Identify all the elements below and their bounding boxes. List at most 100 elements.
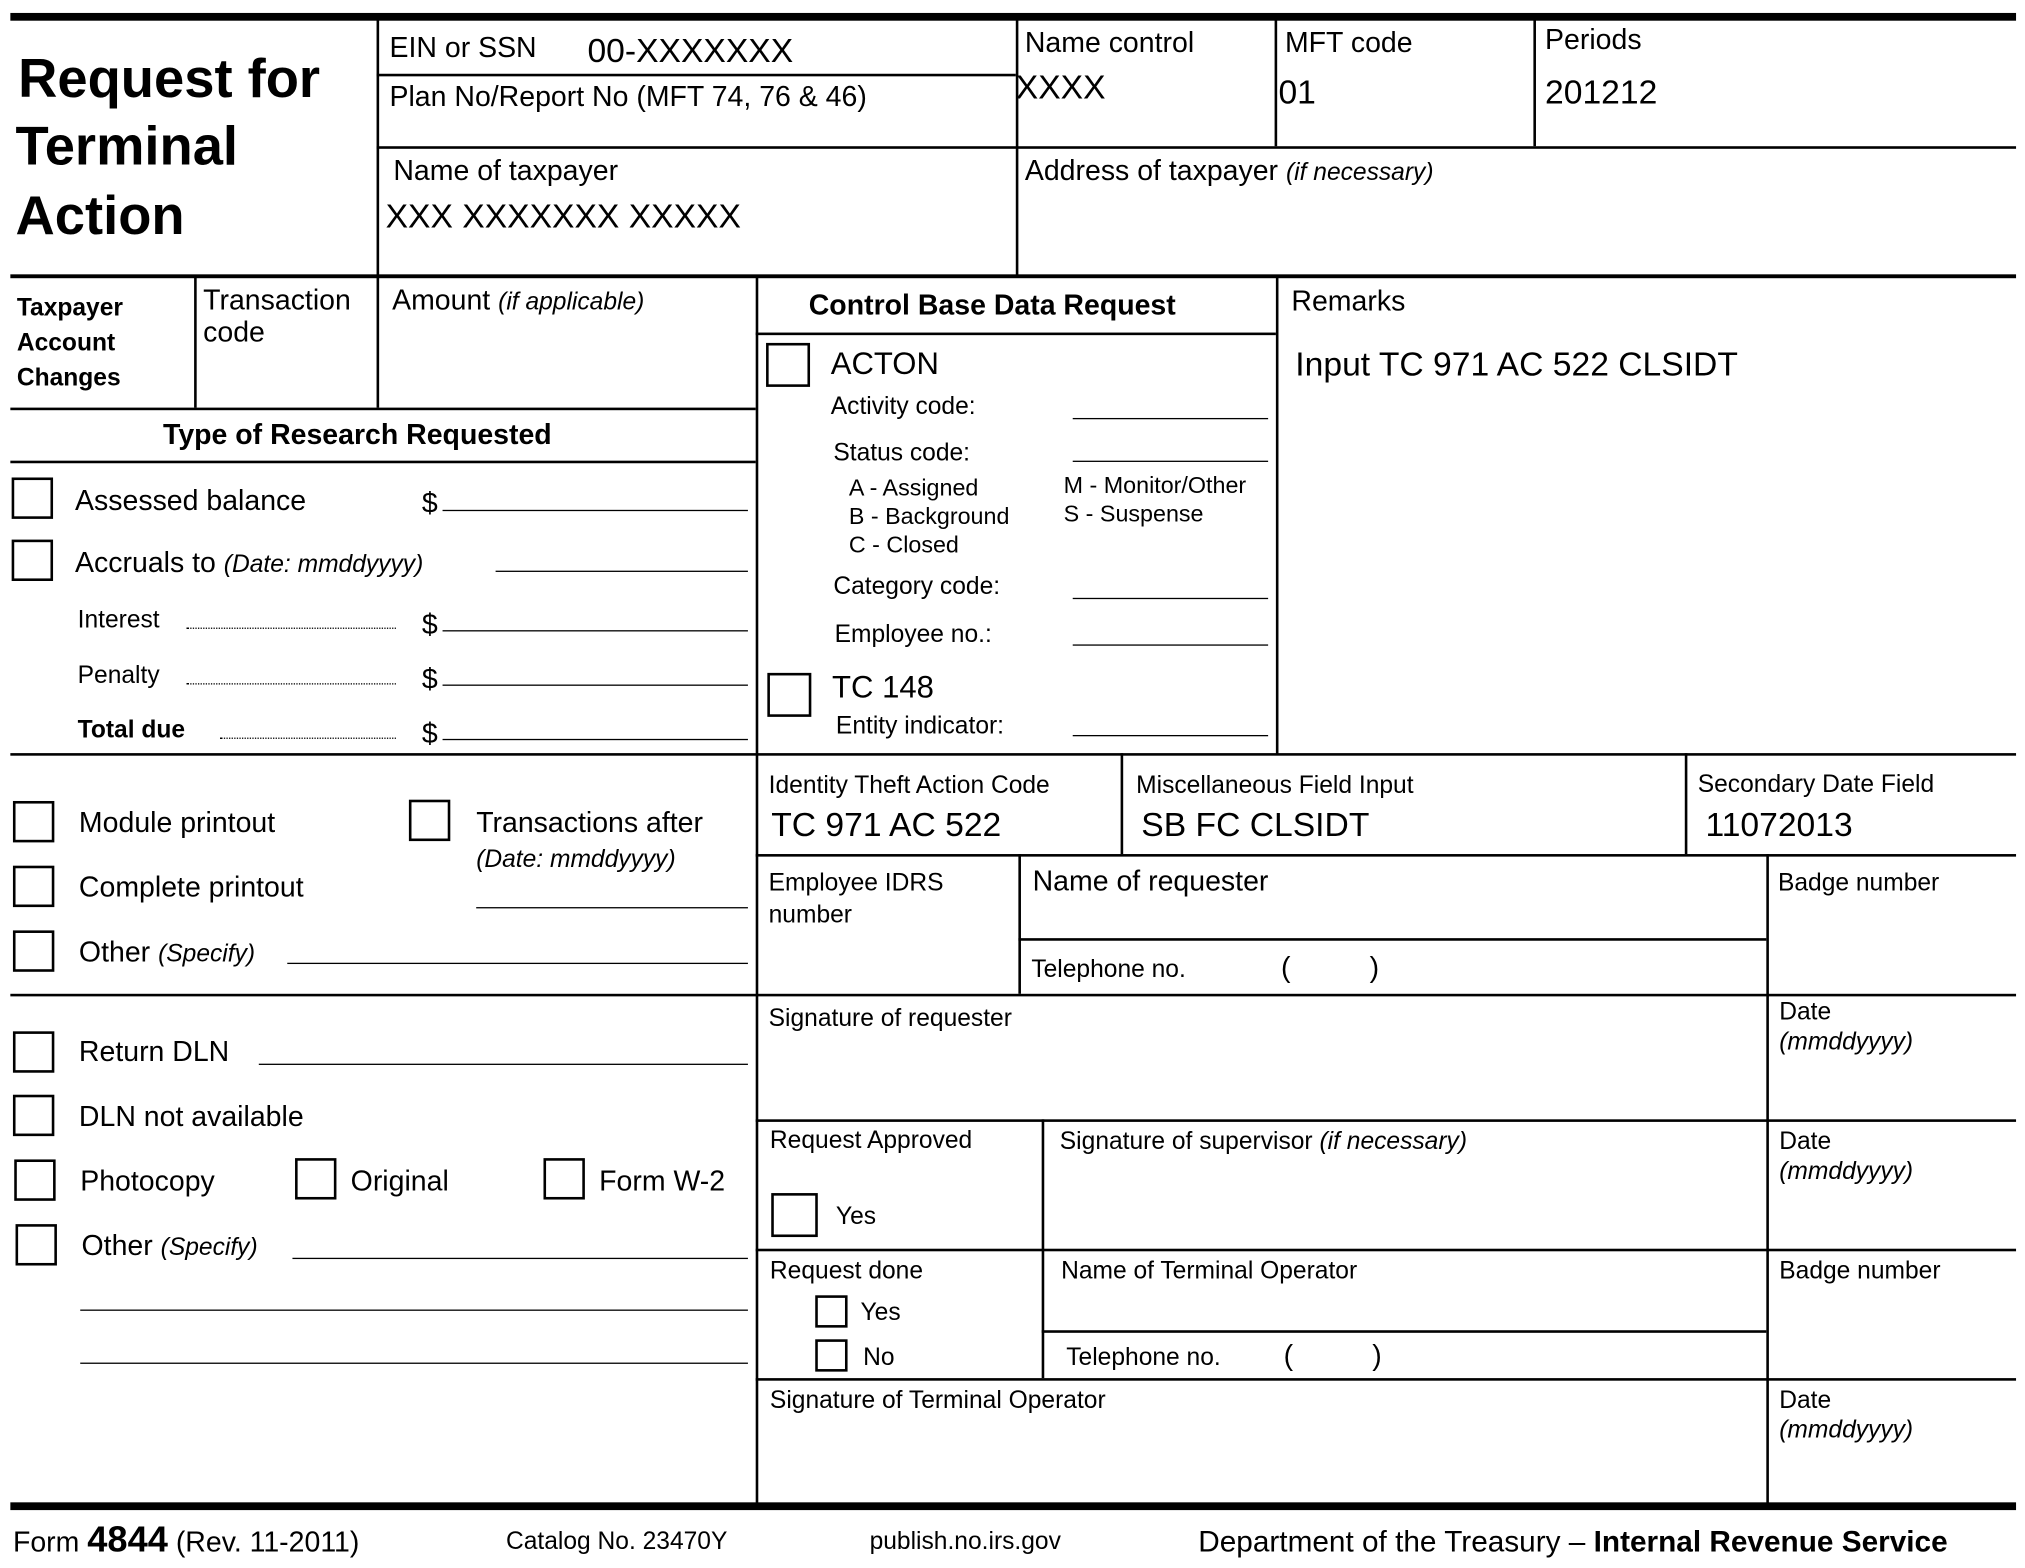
specify-note: (Specify): [160, 1234, 258, 1262]
operator-signature-label: Signature of Terminal Operator: [769, 1387, 1106, 1415]
department: Department of the Treasury – Internal Re…: [1198, 1526, 1947, 1557]
request-done-label: Request done: [769, 1257, 924, 1285]
dln-not-available-label: DLN not available: [78, 1099, 304, 1133]
name-control-field[interactable]: XXXX: [1015, 67, 1106, 107]
form-title-line1: Request for: [18, 47, 321, 109]
tc-label-2: code: [203, 315, 265, 349]
ein-field[interactable]: 00-XXXXXXX: [587, 31, 794, 70]
rule-line: [755, 275, 759, 1504]
fill-in-line: [442, 738, 748, 741]
other-specify-checkbox[interactable]: [15, 1224, 57, 1266]
tc148-checkbox[interactable]: [767, 672, 812, 717]
module-printout-checkbox[interactable]: [12, 800, 55, 843]
acton-label: ACTON: [830, 346, 939, 382]
status-s: S - Suspense: [1063, 500, 1204, 527]
photocopy-checkbox[interactable]: [14, 1159, 56, 1201]
form-revision: (Rev. 11-2011): [175, 1525, 360, 1558]
acton-checkbox[interactable]: [766, 342, 811, 387]
remarks-label: Remarks: [1291, 284, 1406, 318]
rule-line: [10, 460, 756, 464]
taxpayer-name-field[interactable]: XXX XXXXXXX XXXXX: [385, 196, 741, 236]
photocopy-label: Photocopy: [80, 1164, 215, 1197]
return-dln-checkbox[interactable]: [12, 1031, 55, 1073]
rule-line: [755, 1119, 2017, 1122]
form-w2-label: Form W-2: [599, 1164, 726, 1197]
done-no-label: No: [863, 1344, 895, 1372]
rule-line: [1015, 19, 1019, 276]
status-b: B - Background: [848, 503, 1010, 530]
status-m: M - Monitor/Other: [1063, 472, 1247, 499]
activity-code-label: Activity code:: [830, 393, 976, 421]
fill-in-line: [1072, 734, 1269, 737]
mft-field[interactable]: 01: [1278, 72, 1316, 112]
rule-line: [10, 1502, 2017, 1511]
idt-field[interactable]: TC 971 AC 522: [771, 804, 1002, 844]
rule-line: [376, 275, 380, 408]
research-title: Type of Research Requested: [163, 417, 552, 451]
rule-line: [1041, 1330, 1767, 1333]
request-approved-label: Request Approved: [769, 1127, 973, 1155]
secondary-date-field[interactable]: 11072013: [1705, 804, 1853, 844]
dollar-sign: $: [421, 486, 438, 519]
form-w2-checkbox[interactable]: [543, 1158, 585, 1200]
entity-indicator-label: Entity indicator:: [835, 712, 1005, 741]
dln-not-available-checkbox[interactable]: [12, 1094, 55, 1137]
dot-leader: [186, 627, 396, 629]
idrs-label-2: number: [768, 901, 852, 930]
remarks-field[interactable]: Input TC 971 AC 522 CLSIDT: [1295, 344, 1738, 384]
dollar-sign: $: [421, 662, 438, 695]
form-number-value: 4844: [87, 1519, 168, 1560]
rule-line: [1275, 275, 1279, 755]
telephone-field[interactable]: ( ): [1281, 951, 1380, 984]
rule-line: [10, 753, 2017, 756]
done-yes-checkbox[interactable]: [815, 1295, 848, 1328]
rule-line: [376, 73, 1016, 77]
other-checkbox[interactable]: [12, 930, 55, 972]
approved-yes-checkbox[interactable]: [771, 1193, 818, 1238]
complete-printout-checkbox[interactable]: [12, 865, 55, 908]
date-format: (mmddyyyy): [1779, 1416, 1914, 1445]
fill-in-line: [1072, 597, 1269, 600]
periods-field[interactable]: 201212: [1545, 72, 1658, 112]
supervisor-note: (if necessary): [1319, 1128, 1468, 1156]
telephone-field[interactable]: ( ): [1283, 1339, 1382, 1372]
other-text: Other: [81, 1229, 153, 1262]
rule-line: [10, 12, 2017, 21]
form-title-line2: Terminal: [15, 115, 239, 176]
done-no-checkbox[interactable]: [815, 1339, 848, 1372]
account-label-1: Taxpayer: [16, 295, 123, 323]
badge-label: Badge number: [1777, 869, 1940, 897]
rule-line: [755, 854, 2017, 857]
rule-line: [194, 275, 197, 408]
rule-line: [1018, 938, 1767, 941]
status-code-label: Status code:: [833, 439, 971, 468]
date-label: Date: [1779, 998, 1832, 1027]
date-label: Date: [1779, 1128, 1832, 1156]
transactions-after-checkbox[interactable]: [408, 799, 451, 842]
dot-leader: [186, 683, 396, 685]
original-checkbox[interactable]: [295, 1158, 337, 1200]
address-note: (if necessary): [1285, 159, 1434, 187]
address-label: Address of taxpayer (if necessary): [1025, 156, 1434, 187]
idrs-label-1: Employee IDRS: [768, 869, 944, 897]
fill-in-line: [80, 1362, 748, 1364]
rule-line: [376, 146, 2017, 149]
accruals-note: (Date: mmddyyyy): [223, 551, 424, 579]
rule-line: [1766, 854, 1769, 1504]
requester-name-label: Name of requester: [1032, 864, 1269, 897]
accruals-checkbox[interactable]: [11, 539, 54, 582]
control-base-title: Control Base Data Request: [808, 288, 1176, 321]
account-label-3: Changes: [16, 364, 121, 393]
mft-label: MFT code: [1284, 25, 1413, 59]
specify-note: (Specify): [158, 940, 256, 968]
supervisor-text: Signature of supervisor: [1059, 1128, 1313, 1156]
ein-label: EIN or SSN: [389, 31, 537, 64]
rule-line: [1533, 19, 1536, 147]
employee-no-label: Employee no.:: [834, 621, 992, 649]
misc-field[interactable]: SB FC CLSIDT: [1141, 804, 1370, 844]
transactions-after-note: (Date: mmddyyyy): [476, 846, 676, 874]
accruals-text: Accruals to: [75, 546, 216, 579]
transactions-after-label: Transactions after: [476, 806, 703, 839]
assessed-balance-checkbox[interactable]: [11, 477, 54, 519]
